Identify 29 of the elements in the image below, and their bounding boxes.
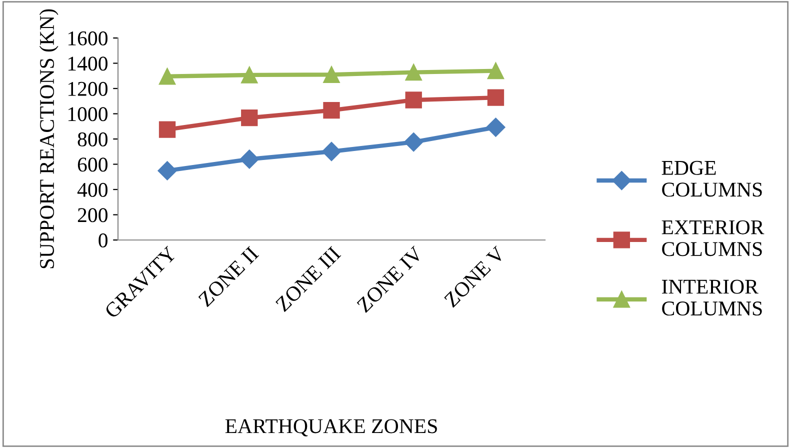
point <box>405 92 422 108</box>
point <box>323 102 340 119</box>
y-tick-label: 800 <box>78 132 108 146</box>
y-tick-label: 1000 <box>68 107 108 122</box>
point <box>486 118 506 137</box>
y-tick-label: 0 <box>98 233 108 248</box>
point <box>323 66 340 83</box>
x-axis-title: EARTHQUAKE ZONES <box>225 419 437 436</box>
y-tick-label: 1400 <box>68 56 108 71</box>
point <box>241 109 258 126</box>
point <box>322 142 342 162</box>
y-tick-label: 1600 <box>68 31 108 46</box>
y-tick-label: 600 <box>78 158 108 172</box>
point <box>404 132 424 152</box>
legend-label: EXTERIOR COLUMNS <box>662 220 764 256</box>
point <box>487 62 504 80</box>
point <box>158 68 176 85</box>
point <box>241 66 258 84</box>
legend-label: EDGE COLUMNS <box>662 160 762 197</box>
point <box>487 89 504 106</box>
y-tick-label: 400 <box>77 182 108 197</box>
point <box>158 161 177 180</box>
point <box>158 121 176 138</box>
legend-label: INTERIOR COLUMNS <box>662 280 762 316</box>
y-tick-label: 1200 <box>68 82 108 96</box>
y-axis-title: SUPPORT REACTIONS (KN) <box>39 9 58 268</box>
point <box>405 64 422 81</box>
y-tick-label: 200 <box>78 208 108 222</box>
point <box>240 150 259 169</box>
